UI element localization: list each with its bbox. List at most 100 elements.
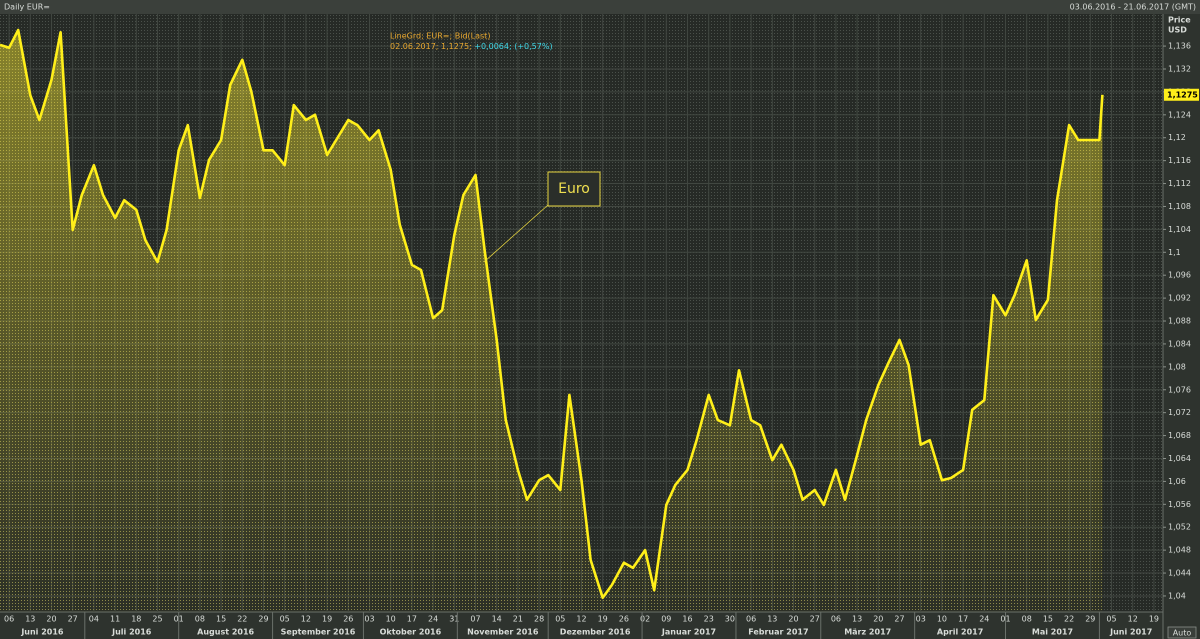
x-tick-label: 17 xyxy=(407,615,417,624)
x-tick-label: 19 xyxy=(598,615,608,624)
x-tick-label: 06 xyxy=(746,615,756,624)
date-range: 03.06.2016 - 21.06.2017 (GMT) xyxy=(1070,3,1196,12)
x-tick-label: 27 xyxy=(810,615,820,624)
x-tick-label: 07 xyxy=(470,615,480,624)
month-label: August 2016 xyxy=(197,628,254,637)
y-tick-label: 1,044 xyxy=(1168,569,1191,578)
y-tick-label: 1,136 xyxy=(1168,42,1191,51)
month-label: März 2017 xyxy=(844,628,891,637)
legend-info: 02.06.2017; 1,1275; +0,0064; (+0,57%) xyxy=(390,42,553,51)
y-tick-label: 1,096 xyxy=(1168,271,1191,280)
x-tick-label: 11 xyxy=(110,615,120,624)
x-tick-label: 26 xyxy=(619,615,629,624)
x-tick-label: 13 xyxy=(852,615,862,624)
x-tick-label: 23 xyxy=(704,615,714,624)
y-tick-label: 1,108 xyxy=(1168,202,1191,211)
y-axis-band xyxy=(1163,14,1200,639)
x-tick-label: 20 xyxy=(788,615,798,624)
x-tick-label: 28 xyxy=(534,615,544,624)
x-tick-label: 10 xyxy=(386,615,396,624)
y-tick-label: 1,052 xyxy=(1168,523,1191,532)
month-label: Juli 2016 xyxy=(111,628,152,637)
x-tick-label: 24 xyxy=(428,615,438,624)
x-tick-label: 29 xyxy=(258,615,268,624)
x-tick-label: 05 xyxy=(280,615,290,624)
legend-change: +0,0064; (+0,57%) xyxy=(474,42,552,51)
month-label: Mai 2017 xyxy=(1032,628,1073,637)
annotation-leader xyxy=(483,204,549,263)
x-tick-label: 10 xyxy=(937,615,947,624)
x-tick-label: 14 xyxy=(492,615,502,624)
price-line xyxy=(0,28,1104,599)
x-tick-label: 13 xyxy=(25,615,35,624)
x-tick-label: 13 xyxy=(767,615,777,624)
data xyxy=(0,28,1104,612)
x-tick-label: 03 xyxy=(916,615,926,624)
month-label: Januar 2017 xyxy=(661,628,716,637)
x-tick-label: 06 xyxy=(831,615,841,624)
x-tick-label: 03 xyxy=(364,615,374,624)
y-tick-label: 1,104 xyxy=(1168,225,1191,234)
legend: LineGrd; EUR=; Bid(Last) xyxy=(390,32,490,41)
y-axis-title: Price xyxy=(1168,16,1191,25)
area-dots xyxy=(0,30,1103,612)
x-tick-label: 08 xyxy=(1022,615,1032,624)
x-tick-label: 05 xyxy=(1106,615,1116,624)
scale-mode[interactable]: Auto xyxy=(1173,629,1192,638)
y-tick-label: 1,1 xyxy=(1168,248,1181,257)
y-tick-label: 1,048 xyxy=(1168,546,1191,555)
x-tick-label: 16 xyxy=(682,615,692,624)
month-label: Februar 2017 xyxy=(748,628,808,637)
y-tick-label: 1,116 xyxy=(1168,156,1191,165)
y-tick-label: 1,064 xyxy=(1168,454,1191,463)
month-label: September 2016 xyxy=(281,628,356,637)
y-tick-label: 1,04 xyxy=(1168,591,1186,600)
x-tick-label: 22 xyxy=(237,615,247,624)
y-tick-label: 1,088 xyxy=(1168,317,1191,326)
x-tick-label: 31 xyxy=(449,615,459,624)
month-label: Oktober 2016 xyxy=(380,628,442,637)
x-tick-label: 12 xyxy=(301,615,311,624)
scale-mode-button[interactable] xyxy=(1167,626,1197,639)
x-tick-label: 04 xyxy=(89,615,99,624)
x-tick-label: 09 xyxy=(661,615,671,624)
month-label: November 2016 xyxy=(467,628,539,637)
x-tick-label: 18 xyxy=(131,615,141,624)
month-label: Juni 2017 xyxy=(1109,628,1152,637)
x-tick-label: 29 xyxy=(1085,615,1095,624)
x-tick-label: 25 xyxy=(152,615,162,624)
month-label: April 2017 xyxy=(937,628,983,637)
x-axis-band xyxy=(0,612,1163,639)
x-tick-label: 22 xyxy=(1064,615,1074,624)
x-tick-label: 19 xyxy=(1149,615,1159,624)
x-tick-label: 27 xyxy=(68,615,78,624)
annotation-box xyxy=(547,171,601,207)
y-tick-label: 1,124 xyxy=(1168,110,1191,119)
month-label: Juni 2016 xyxy=(20,628,64,637)
x-tick-label: 15 xyxy=(216,615,226,624)
y-tick-label: 1,06 xyxy=(1168,477,1186,486)
x-tick-label: 30 xyxy=(725,615,735,624)
x-tick-label: 06 xyxy=(4,615,14,624)
y-tick-label: 1,08 xyxy=(1168,362,1186,371)
x-tick-label: 20 xyxy=(46,615,56,624)
x-tick-label: 27 xyxy=(894,615,904,624)
x-tick-label: 08 xyxy=(195,615,205,624)
header-bar xyxy=(0,0,1200,14)
y-tick-label: 1,132 xyxy=(1168,64,1191,73)
x-tick-label: 02 xyxy=(640,615,650,624)
y-tick-label: 1,076 xyxy=(1168,385,1191,394)
y-tick-label: 1,056 xyxy=(1168,500,1191,509)
month-label: Dezember 2016 xyxy=(560,628,631,637)
y-axis-unit: USD xyxy=(1168,26,1187,35)
y-tick-label: 1,072 xyxy=(1168,408,1191,417)
x-tick-label: 05 xyxy=(555,615,565,624)
x-tick-label: 26 xyxy=(343,615,353,624)
chart-title: Daily EUR= xyxy=(4,3,50,12)
y-tick-label: 1,092 xyxy=(1168,294,1191,303)
legend-date: 02.06.2017; 1,1275; xyxy=(390,42,472,51)
y-tick-label: 1,068 xyxy=(1168,431,1191,440)
x-tick-label: 24 xyxy=(979,615,989,624)
last-value-label: 1,1275 xyxy=(1167,90,1198,99)
x-tick-label: 15 xyxy=(1043,615,1053,624)
